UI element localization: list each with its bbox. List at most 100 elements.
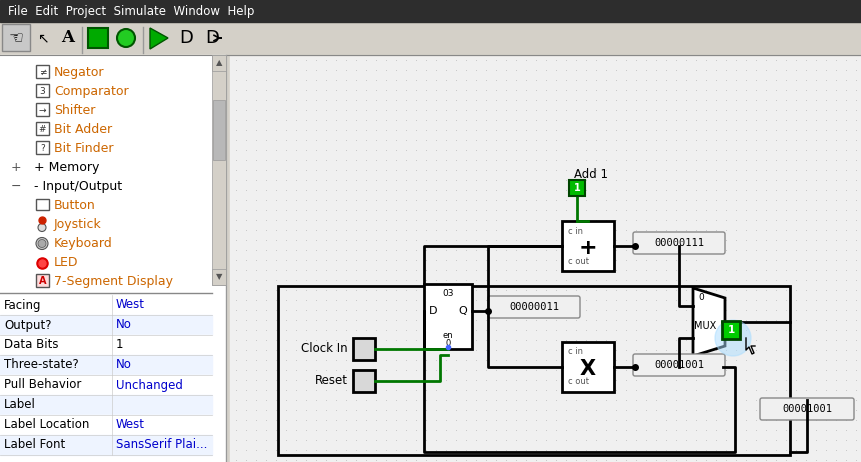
Text: +: + xyxy=(10,161,22,174)
Text: Pull Behavior: Pull Behavior xyxy=(4,378,82,391)
Text: 1: 1 xyxy=(573,183,580,193)
Bar xyxy=(0,0,861,22)
Bar xyxy=(212,55,226,285)
Bar xyxy=(0,55,226,462)
Text: West: West xyxy=(116,298,145,311)
Bar xyxy=(353,338,375,360)
Text: ?: ? xyxy=(40,144,45,153)
Text: ☜: ☜ xyxy=(9,29,23,47)
Text: Label Font: Label Font xyxy=(4,438,65,451)
Circle shape xyxy=(38,224,46,231)
Bar xyxy=(213,100,225,160)
Text: Negator: Negator xyxy=(54,66,104,79)
Text: 00001001: 00001001 xyxy=(782,404,832,414)
Text: −: − xyxy=(10,180,22,193)
Bar xyxy=(569,180,585,196)
Circle shape xyxy=(36,237,48,249)
Text: D: D xyxy=(179,29,193,47)
Text: D: D xyxy=(429,306,437,316)
Text: Bit Adder: Bit Adder xyxy=(54,123,112,136)
Text: X: X xyxy=(580,359,596,379)
Bar xyxy=(722,321,740,339)
Bar xyxy=(278,286,790,455)
Polygon shape xyxy=(150,28,168,49)
Text: 1: 1 xyxy=(116,339,123,352)
Bar xyxy=(562,221,614,271)
Bar xyxy=(0,335,212,355)
Text: 0: 0 xyxy=(445,339,450,347)
Text: A: A xyxy=(61,30,75,47)
Circle shape xyxy=(117,29,135,47)
Bar xyxy=(36,103,49,116)
Bar xyxy=(562,342,614,392)
Text: +: + xyxy=(579,238,598,258)
Polygon shape xyxy=(693,288,725,356)
Bar xyxy=(88,28,108,48)
Text: Output?: Output? xyxy=(4,318,52,332)
Text: en: en xyxy=(443,330,453,340)
Text: Clock In: Clock In xyxy=(301,342,348,355)
FancyBboxPatch shape xyxy=(633,232,725,254)
Bar xyxy=(0,375,212,395)
FancyBboxPatch shape xyxy=(488,296,580,318)
Bar xyxy=(212,55,226,71)
Text: 3: 3 xyxy=(40,87,46,96)
Text: c out: c out xyxy=(567,256,589,266)
Text: Label Location: Label Location xyxy=(4,419,90,432)
Text: ▼: ▼ xyxy=(216,273,222,281)
Text: Q: Q xyxy=(459,306,468,316)
Text: c in: c in xyxy=(568,226,584,236)
Text: Add 1: Add 1 xyxy=(574,169,608,182)
FancyBboxPatch shape xyxy=(633,354,725,376)
Text: ▲: ▲ xyxy=(216,59,222,67)
Bar xyxy=(212,269,226,285)
Bar xyxy=(0,415,212,435)
Circle shape xyxy=(38,239,46,248)
Text: West: West xyxy=(116,419,145,432)
Text: File  Edit  Project  Simulate  Window  Help: File Edit Project Simulate Window Help xyxy=(8,5,254,18)
Text: Shifter: Shifter xyxy=(54,104,96,117)
Text: Label: Label xyxy=(4,399,36,412)
Text: Data Bits: Data Bits xyxy=(4,339,59,352)
Text: MUX: MUX xyxy=(694,321,716,331)
Bar xyxy=(36,65,49,78)
Bar xyxy=(0,395,212,415)
Text: - Input/Output: - Input/Output xyxy=(34,180,122,193)
Bar xyxy=(36,199,49,210)
Text: #: # xyxy=(39,125,46,134)
Bar xyxy=(0,435,212,455)
Text: No: No xyxy=(116,359,132,371)
Text: Facing: Facing xyxy=(4,298,41,311)
Bar xyxy=(0,315,212,335)
Bar xyxy=(36,84,49,97)
Text: c in: c in xyxy=(568,347,584,357)
Bar xyxy=(353,370,375,392)
Text: No: No xyxy=(116,318,132,332)
Bar xyxy=(0,22,861,55)
Bar xyxy=(2,24,30,51)
Text: A: A xyxy=(39,276,46,286)
Text: D: D xyxy=(205,29,219,47)
Bar xyxy=(230,55,861,462)
Bar xyxy=(36,122,49,135)
Text: c out: c out xyxy=(567,377,589,387)
Text: Keyboard: Keyboard xyxy=(54,237,113,250)
Text: ≠: ≠ xyxy=(39,68,46,77)
Text: SansSerif Plai...: SansSerif Plai... xyxy=(116,438,208,451)
FancyBboxPatch shape xyxy=(760,398,854,420)
Bar xyxy=(424,284,472,349)
Text: Unchanged: Unchanged xyxy=(116,378,183,391)
Text: Reset: Reset xyxy=(315,375,348,388)
Circle shape xyxy=(715,320,751,356)
Text: 7-Segment Display: 7-Segment Display xyxy=(54,275,173,288)
Bar xyxy=(36,274,49,287)
Text: 0: 0 xyxy=(698,292,704,302)
Text: + Memory: + Memory xyxy=(34,161,99,174)
Bar xyxy=(0,295,212,315)
Text: ↖: ↖ xyxy=(37,31,49,45)
Text: 00000111: 00000111 xyxy=(654,238,704,248)
Text: LED: LED xyxy=(54,256,78,269)
Text: Joystick: Joystick xyxy=(54,218,102,231)
Text: 03: 03 xyxy=(443,288,454,298)
Bar xyxy=(0,355,212,375)
